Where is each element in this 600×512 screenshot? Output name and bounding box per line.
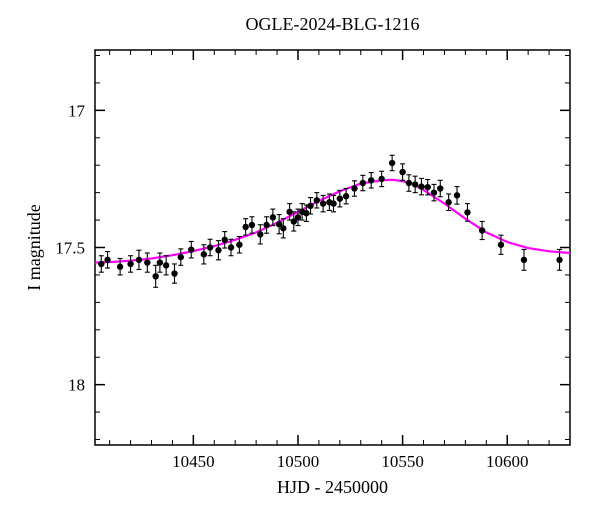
data-point <box>399 169 405 175</box>
data-point <box>188 246 194 252</box>
data-point <box>368 177 374 183</box>
data-point <box>222 237 228 243</box>
data-point <box>389 160 395 166</box>
y-tick-label: 17 <box>68 101 86 120</box>
data-point <box>249 222 255 228</box>
data-point <box>378 176 384 182</box>
data-point <box>303 210 309 216</box>
data-point <box>454 192 460 198</box>
data-point <box>104 257 110 263</box>
x-tick-label: 10450 <box>172 452 215 471</box>
data-point <box>98 261 104 267</box>
data-point <box>163 262 169 268</box>
data-point <box>445 199 451 205</box>
data-point <box>479 227 485 233</box>
x-axis-label: HJD - 2450000 <box>277 477 388 497</box>
data-point <box>207 244 213 250</box>
chart-container: OGLE-2024-BLG-1216 10450 10500 10550 10600 17… <box>0 0 600 512</box>
chart-svg: OGLE-2024-BLG-1216 10450 10500 10550 10600 17… <box>0 0 600 512</box>
data-point <box>171 270 177 276</box>
data-point <box>144 259 150 265</box>
data-point <box>498 242 504 248</box>
x-tick-label: 10500 <box>277 452 320 471</box>
data-point <box>437 185 443 191</box>
data-point <box>431 189 437 195</box>
data-point <box>351 185 357 191</box>
data-point <box>136 257 142 263</box>
data-point <box>280 225 286 231</box>
data-point <box>117 264 123 270</box>
data-point <box>152 273 158 279</box>
x-tick-label: 10550 <box>381 452 424 471</box>
data-point <box>314 197 320 203</box>
x-tick-label: 10600 <box>486 452 529 471</box>
data-point <box>242 224 248 230</box>
data-point <box>406 180 412 186</box>
data-point <box>521 257 527 263</box>
data-point <box>178 254 184 260</box>
data-point <box>201 251 207 257</box>
data-point <box>556 257 562 263</box>
data-point <box>412 181 418 187</box>
data-point <box>360 180 366 186</box>
data-point <box>418 183 424 189</box>
data-point <box>330 200 336 206</box>
data-point <box>270 214 276 220</box>
data-point <box>464 209 470 215</box>
data-point <box>157 259 163 265</box>
data-point <box>343 193 349 199</box>
data-point <box>337 195 343 201</box>
y-tick-label: 17.5 <box>55 239 85 258</box>
chart-title: OGLE-2024-BLG-1216 <box>246 14 420 34</box>
data-point <box>228 244 234 250</box>
data-point <box>425 184 431 190</box>
data-point <box>127 261 133 267</box>
data-point <box>236 242 242 248</box>
data-point <box>263 222 269 228</box>
data-point <box>307 203 313 209</box>
y-axis-label: I magnitude <box>24 204 44 290</box>
y-tick-label: 18 <box>68 376 85 395</box>
data-point <box>215 247 221 253</box>
data-point <box>257 231 263 237</box>
data-point <box>320 200 326 206</box>
